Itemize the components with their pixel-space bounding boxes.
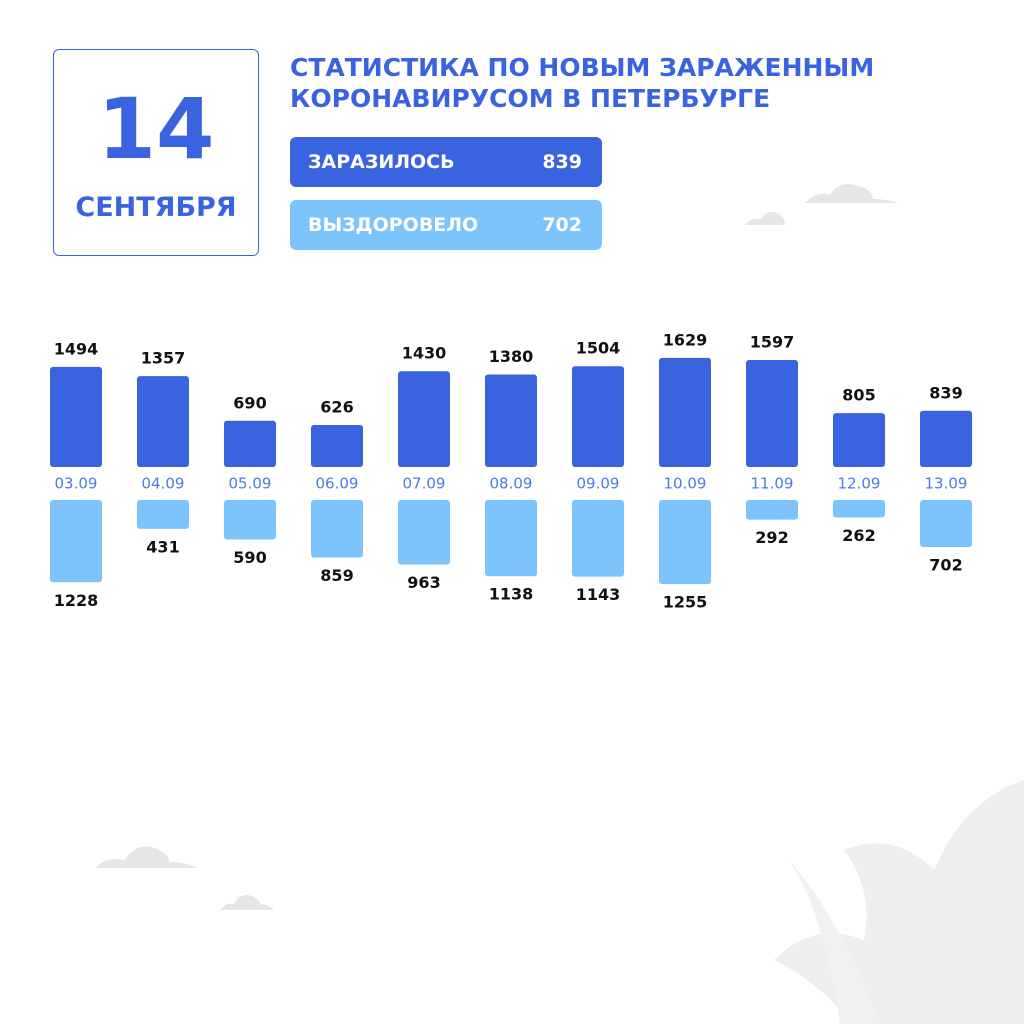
decoration — [95, 184, 1024, 1024]
value-label: 1228 — [54, 591, 99, 610]
bar — [50, 366, 102, 467]
summary-value: 839 — [542, 151, 582, 173]
x-tick-label: 10.09 — [664, 475, 707, 493]
x-tick-label: 07.09 — [403, 475, 446, 493]
x-tick-label: 05.09 — [229, 475, 272, 493]
bar — [833, 413, 885, 467]
value-label: 963 — [407, 573, 440, 592]
bar — [137, 500, 189, 529]
value-label: 1430 — [402, 344, 447, 363]
bar — [50, 500, 102, 583]
value-label: 1494 — [54, 339, 99, 358]
value-label: 690 — [233, 393, 266, 412]
bar — [746, 360, 798, 467]
value-label: 626 — [320, 398, 353, 417]
value-label: 590 — [233, 548, 266, 567]
bar — [485, 374, 537, 467]
value-label: 262 — [842, 526, 875, 545]
value-label: 1138 — [489, 585, 534, 604]
bar — [572, 500, 624, 577]
bar — [659, 357, 711, 467]
summary-infected: ЗАРАЗИЛОСЬ 839 — [290, 137, 602, 187]
summary-recovered: ВЫЗДОРОВЕЛО 702 — [290, 200, 602, 250]
x-tick-label: 03.09 — [55, 475, 98, 493]
summary-value: 702 — [542, 214, 582, 236]
x-tick-label: 13.09 — [925, 475, 968, 493]
bar — [311, 500, 363, 558]
bar — [833, 500, 885, 518]
value-label: 805 — [842, 386, 875, 405]
value-label: 1143 — [576, 585, 621, 604]
summary-label: ЗАРАЗИЛОСЬ — [308, 151, 455, 173]
bar — [398, 500, 450, 565]
value-label: 1504 — [576, 339, 621, 358]
bar — [920, 410, 972, 467]
bar — [485, 500, 537, 577]
bar — [137, 376, 189, 467]
value-label: 839 — [929, 383, 962, 402]
value-label: 1357 — [141, 349, 186, 368]
bar — [398, 371, 450, 467]
day: 14 — [97, 80, 215, 178]
x-tick-label: 09.09 — [577, 475, 620, 493]
bar — [572, 366, 624, 467]
title: СТАТИСТИКА ПО НОВЫМ ЗАРАЖЕННЫМ КОРОНАВИР… — [290, 53, 875, 113]
value-label: 431 — [146, 537, 179, 556]
x-tick-label: 12.09 — [838, 475, 881, 493]
date-box: 14 СЕНТЯБРЯ — [53, 49, 259, 256]
value-label: 1597 — [750, 333, 795, 352]
summary-label: ВЫЗДОРОВЕЛО — [308, 214, 479, 236]
x-tick-label: 04.09 — [142, 475, 185, 493]
bar — [224, 500, 276, 540]
value-label: 292 — [755, 528, 788, 547]
bar — [746, 500, 798, 520]
bar — [311, 425, 363, 467]
bar — [659, 500, 711, 585]
value-label: 1380 — [489, 347, 534, 366]
value-label: 859 — [320, 566, 353, 585]
x-tick-label: 11.09 — [751, 475, 794, 493]
value-label: 702 — [929, 556, 962, 575]
value-label: 1255 — [663, 593, 708, 612]
bar — [920, 500, 972, 548]
x-tick-label: 08.09 — [490, 475, 533, 493]
bar — [224, 420, 276, 467]
month: СЕНТЯБРЯ — [75, 192, 237, 223]
x-tick-label: 06.09 — [316, 475, 359, 493]
value-label: 1629 — [663, 330, 708, 349]
